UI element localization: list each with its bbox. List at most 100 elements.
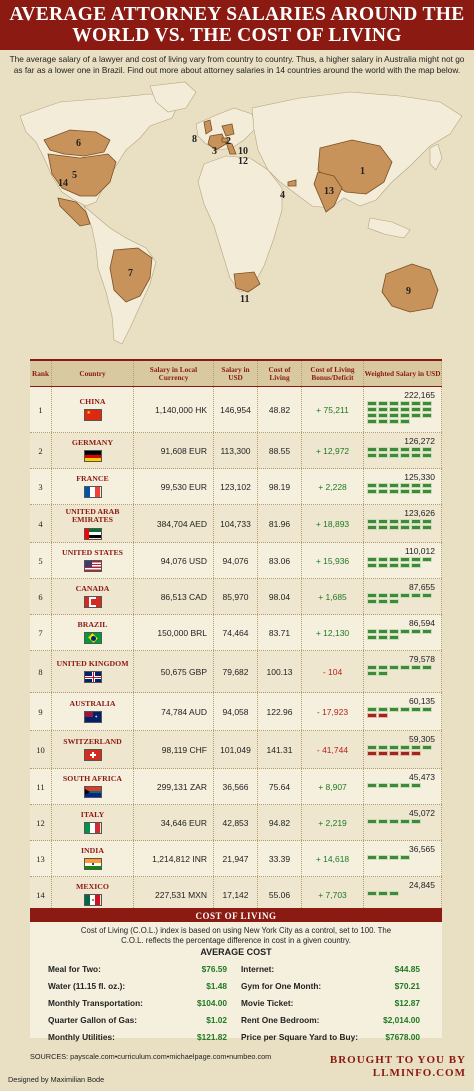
table-row: 10 SWITZERLAND 98,119 CHF 101,049 141.31- 41… [30,731,442,769]
weighted-salary-cell: 59,305 [364,731,442,768]
india-flag-icon [83,858,102,871]
money-icon [378,891,388,896]
map-label-india: 13 [324,186,334,197]
money-icon [411,819,421,824]
china-flag-icon: ★ [83,409,102,422]
money-icon [400,557,410,562]
bonus-deficit-cell: + 1,685 [302,579,364,614]
money-icon [378,453,388,458]
brought-line-1: BROUGHT TO YOU BY [329,1054,466,1066]
map-label-germany: 2 [226,136,231,147]
money-icon [367,891,377,896]
money-icon [400,783,410,788]
table-row: 12 ITALY 34,646 EUR 42,853 94.82 + 2,219 45,07… [30,805,442,841]
money-icon [422,413,432,418]
weighted-salary-value: 45,072 [409,808,435,818]
money-icon [378,599,388,604]
cost-of-living-cell: 98.04 [258,579,302,614]
money-bar [367,707,439,719]
local-salary-cell: 98,119 CHF [134,731,214,768]
cost-item: Gym for One Month: $70.21 [241,977,434,994]
weighted-salary-value: 126,272 [404,436,435,446]
usd-salary-cell: 101,049 [214,731,258,768]
money-icon [422,401,432,406]
money-icon [378,557,388,562]
cost-label: Price per Square Yard to Buy: [241,1031,358,1042]
cost-column-left: Meal for Two: $76.59 Water (11.15 fl. oz.)… [48,960,241,1045]
money-icon [411,525,421,530]
money-icon [378,413,388,418]
country-name: CANADA [75,583,110,593]
usd-salary-cell: 123,102 [214,469,258,504]
money-icon [367,671,377,676]
money-icon [378,629,388,634]
cost-label: Movie Ticket: [241,997,294,1008]
money-icon [389,593,399,598]
money-icon [367,599,377,604]
money-icon [367,665,377,670]
cost-label: Quarter Gallon of Gas: [48,1014,137,1025]
money-deficit-icon [400,751,410,756]
money-icon [367,855,377,860]
money-icon [411,519,421,524]
money-icon [400,707,410,712]
money-icon [411,447,421,452]
title-line-2: World VS. The Cost Of Living [72,25,402,46]
money-icon [400,519,410,524]
local-salary-cell: 384,704 AED [134,505,214,542]
cost-label: Monthly Transportation: [48,997,143,1008]
money-icon [400,401,410,406]
header-bonus: Cost of Living Bonus/Deficit [302,361,364,386]
weighted-salary-cell: 87,655 [364,579,442,614]
switzerland-flag-icon [83,749,102,762]
money-bar [367,891,439,897]
cost-value: $12.87 [394,997,420,1008]
money-icon [367,447,377,452]
money-icon [378,671,388,676]
money-icon [411,707,421,712]
money-bar [367,519,439,531]
cost-value: $1.02 [206,1014,227,1025]
money-icon [378,593,388,598]
money-bar [367,483,439,495]
country-name: CHINA [79,396,106,406]
rank-cell: 13 [30,841,52,876]
weighted-salary-value: 79,578 [409,654,435,664]
map-label-italy: 12 [238,156,248,167]
map-label-mexico: 14 [58,178,68,189]
weighted-salary-value: 125,330 [404,472,435,482]
map-label-switzerland: 10 [238,146,248,157]
local-salary-cell: 50,675 GBP [134,651,214,692]
usd-salary-cell: 85,970 [214,579,258,614]
money-deficit-icon [389,751,399,756]
weighted-salary-cell: 45,473 [364,769,442,804]
money-icon [411,745,421,750]
money-icon [378,819,388,824]
country-cell: MEXICO [52,877,134,912]
country-cell: ITALY [52,805,134,840]
rank-cell: 2 [30,433,52,468]
cost-of-living-cell: 75.64 [258,769,302,804]
money-icon [378,483,388,488]
cost-of-living-cell: 55.06 [258,877,302,912]
money-icon [411,563,421,568]
rank-cell: 11 [30,769,52,804]
money-deficit-icon [378,713,388,718]
local-salary-cell: 99,530 EUR [134,469,214,504]
money-icon [367,635,377,640]
money-icon [389,453,399,458]
weighted-salary-cell: 123,626 [364,505,442,542]
brought-line-2: LLMINFO.COM [372,1067,466,1079]
money-bar [367,665,439,677]
bonus-deficit-cell: + 15,936 [302,543,364,578]
bonus-deficit-cell: + 18,893 [302,505,364,542]
money-icon [411,629,421,634]
map-label-china: 1 [360,166,365,177]
money-icon [378,525,388,530]
money-bar [367,783,439,789]
money-icon [367,783,377,788]
country-cell: GERMANY [52,433,134,468]
weighted-salary-cell: 126,272 [364,433,442,468]
money-icon [389,407,399,412]
money-icon [389,891,399,896]
